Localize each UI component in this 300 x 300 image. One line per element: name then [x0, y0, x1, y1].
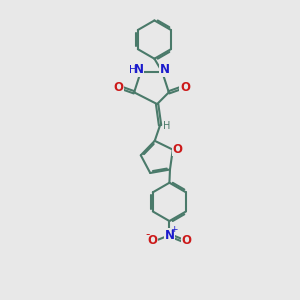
Text: N: N [160, 63, 170, 76]
Text: N: N [134, 63, 143, 76]
Text: O: O [182, 234, 191, 247]
Text: N: N [164, 229, 174, 242]
Text: O: O [172, 142, 182, 155]
Text: O: O [147, 234, 157, 247]
Text: H: H [129, 65, 136, 76]
Text: -: - [146, 228, 150, 241]
Text: +: + [170, 225, 178, 234]
Text: O: O [180, 81, 190, 94]
Text: H: H [163, 121, 170, 131]
Text: O: O [113, 81, 123, 94]
